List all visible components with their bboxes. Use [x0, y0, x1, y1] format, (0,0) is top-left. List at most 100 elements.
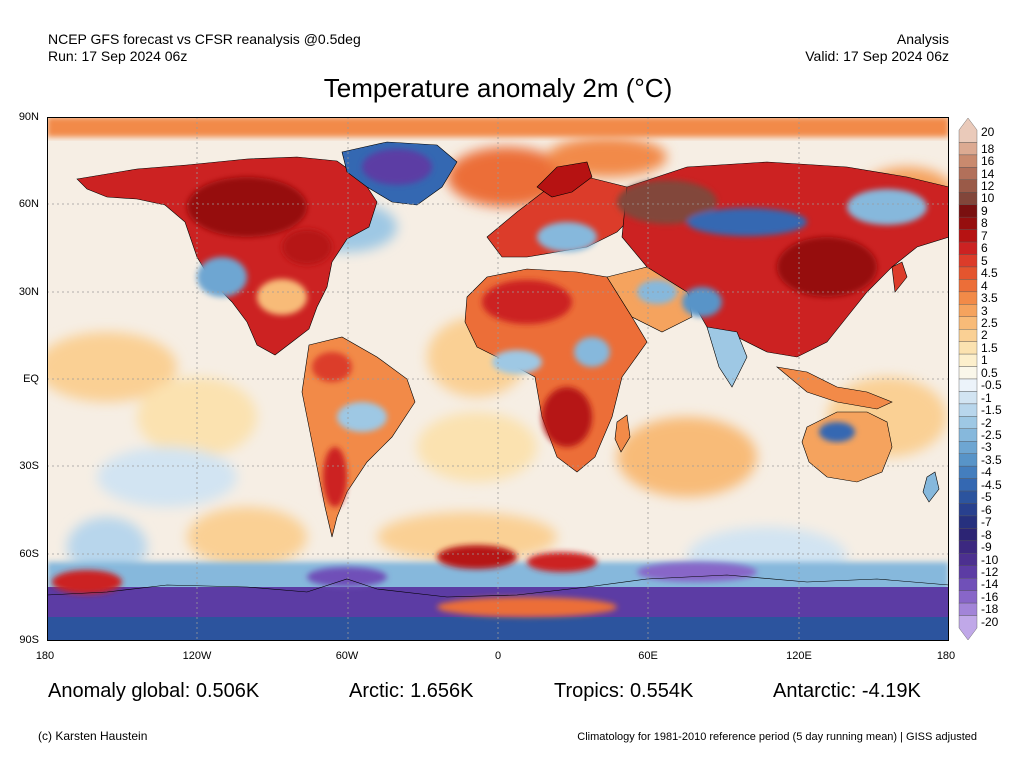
legend-label: 0.5 [981, 365, 998, 380]
lat-label: EQ [23, 373, 39, 385]
legend-label: 7 [981, 228, 988, 243]
anomaly-map-svg [47, 117, 949, 641]
lat-label: 30S [19, 460, 39, 472]
lat-label: 60N [18, 198, 39, 210]
lat-label: 30N [18, 286, 39, 298]
copyright-credit: (c) Karsten Haustein [38, 729, 148, 743]
tropics-anomaly-stat: Tropics: 0.554K [554, 680, 694, 702]
header-right: Analysis Valid: 17 Sep 2024 06z [805, 31, 949, 65]
legend-swatch [958, 503, 978, 517]
anomaly-map [47, 117, 949, 641]
header-left: NCEP GFS forecast vs CFSR reanalysis @0.… [48, 31, 361, 65]
legend-swatch [958, 216, 978, 230]
antarctic-warm-patches [52, 545, 757, 617]
australia-cold-patch [819, 422, 855, 442]
legend-swatch [958, 366, 978, 380]
legend-swatch [958, 441, 978, 454]
legend-swatch [958, 204, 978, 218]
africa-detail [482, 280, 610, 447]
lon-label: 60W [335, 650, 359, 662]
legend-swatch [958, 328, 978, 342]
legend-swatch [958, 590, 978, 604]
legend-label: -5 [981, 490, 992, 505]
legend-label: -18 [981, 602, 999, 617]
lon-label: 180 [35, 650, 55, 662]
lat-label: 60S [19, 548, 39, 560]
legend-label: -3.5 [981, 452, 1002, 467]
legend-label: 5 [981, 253, 988, 268]
greenland-cold-core [362, 149, 432, 185]
model-description: NCEP GFS forecast vs CFSR reanalysis @0.… [48, 31, 361, 47]
legend-swatch [958, 465, 978, 479]
legend-swatch [958, 291, 978, 305]
legend-label: -8 [981, 527, 992, 542]
legend-label: -4.5 [981, 477, 1002, 492]
legend-swatch [958, 167, 978, 180]
legend-label: -10 [981, 552, 999, 567]
legend-swatch [958, 428, 978, 442]
lon-label: 120E [786, 650, 812, 662]
climatology-note: Climatology for 1981-2010 reference peri… [577, 731, 977, 743]
legend-label: 8 [981, 216, 988, 231]
north-america-detail [187, 177, 332, 315]
legend-swatch [958, 353, 978, 367]
legend-swatch [958, 540, 978, 554]
legend-swatch [958, 179, 978, 193]
map-title: Temperature anomaly 2m (°C) [323, 73, 673, 103]
legend-swatch [958, 578, 978, 591]
map-frame [47, 117, 949, 641]
legend-label: 18 [981, 141, 995, 156]
legend-label: -20 [981, 614, 999, 629]
legend-label: 10 [981, 191, 995, 206]
legend-label: -9 [981, 540, 992, 555]
legend-swatch [958, 615, 978, 640]
antarctic-anomaly-stat: Antarctic: -4.19K [773, 680, 921, 702]
legend-swatch [958, 515, 978, 529]
asia-detail [617, 180, 927, 317]
legend-label: 12 [981, 179, 995, 194]
legend-label: -4 [981, 465, 992, 480]
legend-label: -14 [981, 577, 999, 592]
legend-label: -0.5 [981, 378, 1002, 393]
legend-label: -7 [981, 515, 992, 530]
legend-label: 14 [981, 166, 995, 181]
legend-swatch [958, 142, 978, 156]
south-america-detail [312, 352, 387, 507]
legend-label: 3 [981, 303, 988, 318]
legend-swatch [958, 304, 978, 317]
legend-label: 1 [981, 353, 988, 368]
legend-swatch [958, 453, 978, 467]
legend-label: -2 [981, 415, 992, 430]
legend-swatch [958, 478, 978, 492]
legend-label: 16 [981, 154, 995, 169]
legend-swatch [958, 391, 978, 405]
arctic-anomaly-stat: Arctic: 1.656K [349, 680, 474, 702]
graticule [47, 117, 949, 641]
legend-swatch [958, 118, 978, 143]
legend-label: -1.5 [981, 403, 1002, 418]
legend-swatch [958, 341, 978, 355]
legend-label: 4 [981, 278, 988, 293]
legend-label: 20 [981, 125, 995, 140]
run-time: Run: 17 Sep 2024 06z [48, 48, 188, 64]
legend-label: 4.5 [981, 266, 998, 281]
legend-swatch [958, 229, 978, 243]
legend-label: 1.5 [981, 340, 998, 355]
lon-label: 60E [638, 650, 658, 662]
legend-swatch [958, 241, 978, 255]
legend-label: 9 [981, 203, 988, 218]
lat-label: 90N [18, 111, 39, 123]
legend-swatch [958, 602, 978, 616]
lon-label: 180 [936, 650, 956, 662]
legend-label: -2.5 [981, 428, 1002, 443]
legend-swatch [958, 528, 978, 542]
legend-swatch [958, 154, 978, 168]
lat-label: 90S [19, 634, 39, 646]
legend-swatch [958, 266, 978, 280]
legend-label: 2.5 [981, 315, 998, 330]
analysis-label: Analysis [896, 31, 949, 47]
legend-swatch [958, 490, 978, 504]
madagascar [614, 414, 631, 453]
legend-swatch [958, 416, 978, 430]
legend-label: -6 [981, 502, 992, 517]
